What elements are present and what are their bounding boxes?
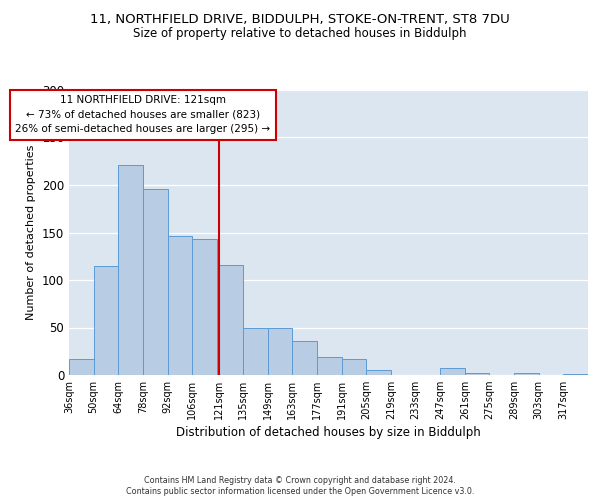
Text: 11, NORTHFIELD DRIVE, BIDDULPH, STOKE-ON-TRENT, ST8 7DU: 11, NORTHFIELD DRIVE, BIDDULPH, STOKE-ON…: [90, 12, 510, 26]
X-axis label: Distribution of detached houses by size in Biddulph: Distribution of detached houses by size …: [176, 426, 481, 440]
Bar: [243, 328, 268, 375]
Bar: [94, 266, 118, 375]
Bar: [69, 359, 94, 375]
Bar: [440, 368, 465, 375]
Bar: [563, 374, 588, 375]
Text: Size of property relative to detached houses in Biddulph: Size of property relative to detached ho…: [133, 28, 467, 40]
Bar: [143, 189, 167, 375]
Bar: [317, 357, 341, 375]
Bar: [118, 165, 143, 375]
Bar: [192, 239, 217, 375]
Text: Contains HM Land Registry data © Crown copyright and database right 2024.: Contains HM Land Registry data © Crown c…: [144, 476, 456, 485]
Bar: [341, 359, 367, 375]
Bar: [465, 373, 490, 375]
Bar: [218, 265, 243, 375]
Text: 11 NORTHFIELD DRIVE: 121sqm
← 73% of detached houses are smaller (823)
26% of se: 11 NORTHFIELD DRIVE: 121sqm ← 73% of det…: [16, 95, 271, 134]
Bar: [514, 373, 539, 375]
Bar: [292, 341, 317, 375]
Y-axis label: Number of detached properties: Number of detached properties: [26, 145, 37, 320]
Bar: [367, 370, 391, 375]
Text: Contains public sector information licensed under the Open Government Licence v3: Contains public sector information licen…: [126, 487, 474, 496]
Bar: [167, 236, 192, 375]
Bar: [268, 328, 292, 375]
